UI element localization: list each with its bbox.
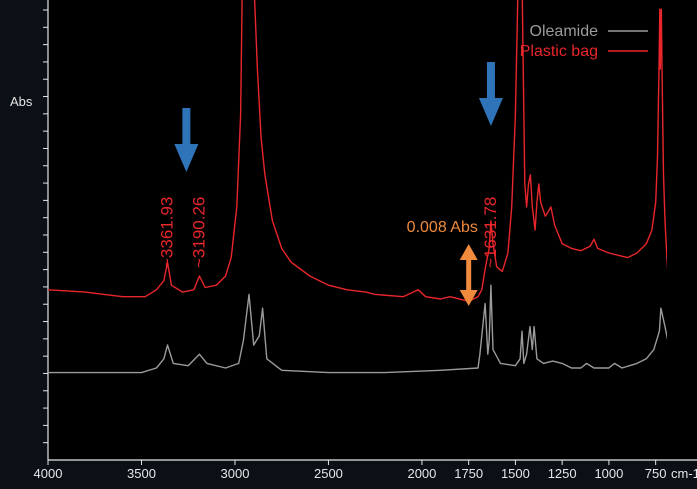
down-arrow-icon — [478, 98, 503, 126]
x-axis-unit-label: cm-1 — [671, 466, 697, 481]
down-arrow-icon — [174, 144, 199, 172]
x-tick-label: 1000 — [594, 466, 623, 481]
x-tick-label: 1750 — [454, 466, 483, 481]
x-tick-label: 2000 — [407, 466, 436, 481]
series-line-plastic-bag — [48, 0, 667, 302]
legend-label-oleamide: Oleamide — [530, 23, 599, 40]
scale-bar-label: 0.008 Abs — [407, 219, 478, 236]
y-axis-label: Abs — [10, 94, 33, 109]
legend: Oleamide Plastic bag — [520, 23, 648, 60]
series-line-oleamide — [48, 284, 667, 374]
series-layer — [48, 0, 667, 374]
annotation-layer: ~3361.93 ~3190.26 ~1631.780.008 Abs — [157, 62, 503, 306]
x-tick-label: 3000 — [221, 466, 250, 481]
arrow-shaft — [486, 62, 495, 100]
peak-label: ~1631.78 — [481, 197, 500, 268]
x-tick-label: 1250 — [548, 466, 577, 481]
plot-area — [48, 0, 697, 460]
x-tick-label: 4000 — [34, 466, 63, 481]
scale-bar-shaft — [466, 256, 472, 294]
axes: 4000 3500 3000 2500 2000 1750 1500 1250 1000 750 — [34, 0, 697, 481]
peak-label: ~3361.93 — [157, 197, 176, 268]
scale-arrow-down-icon — [459, 290, 478, 306]
arrow-shaft — [182, 108, 191, 146]
legend-label-plastic-bag: Plastic bag — [520, 43, 598, 60]
peak-label: ~3190.26 — [189, 197, 208, 268]
x-tick-label: 1500 — [501, 466, 530, 481]
scale-arrow-up-icon — [459, 244, 478, 260]
x-tick-label: 2500 — [314, 466, 343, 481]
x-tick-label: 3500 — [127, 466, 156, 481]
x-tick-label: 750 — [645, 466, 667, 481]
